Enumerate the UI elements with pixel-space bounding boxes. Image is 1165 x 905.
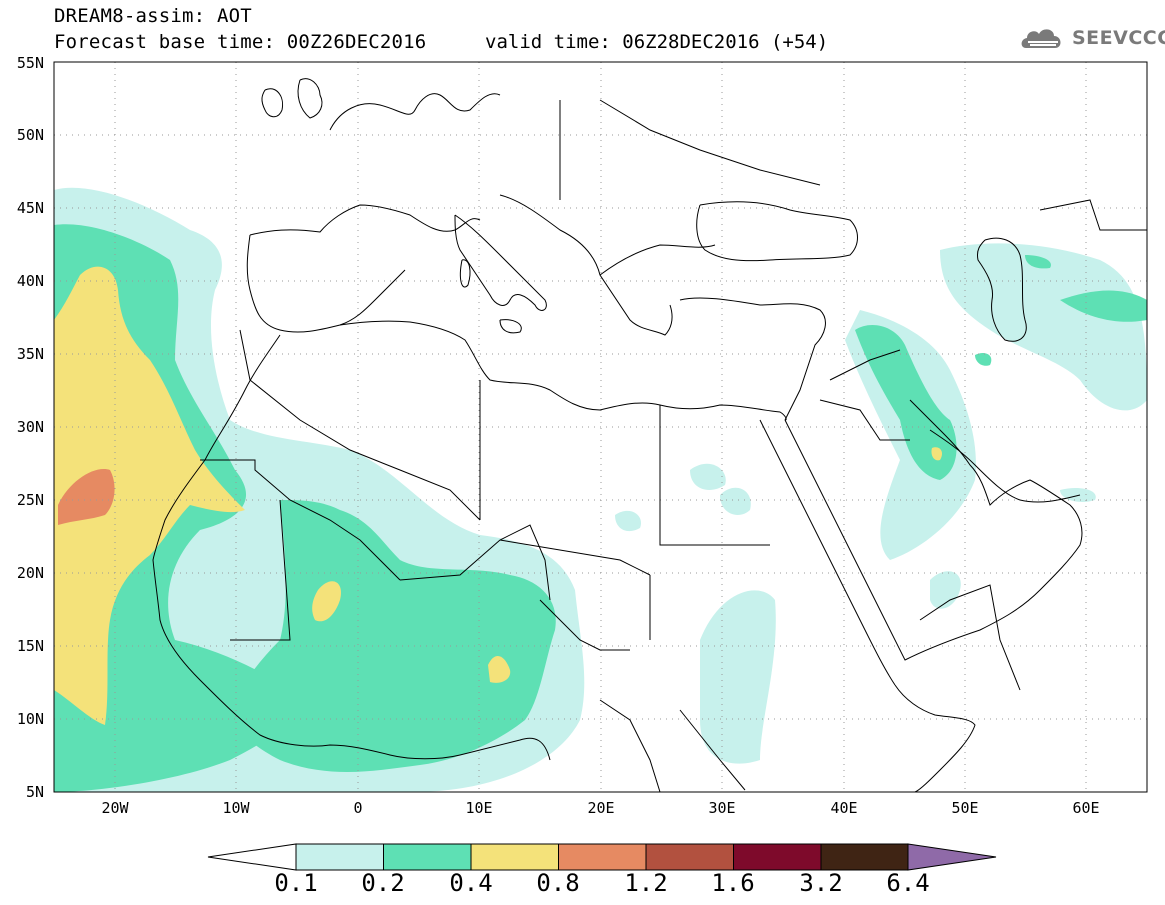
lat-label-50n: 50N — [16, 126, 44, 144]
coastlines-and-borders — [152, 78, 1147, 792]
colorbar-label: 6.4 — [886, 869, 930, 897]
colorbar-label: 0.2 — [361, 869, 405, 897]
cloud-icon — [1021, 29, 1061, 48]
lat-label-55n: 55N — [16, 54, 44, 72]
logo-text: SEEVCCC — [1072, 27, 1165, 49]
colorbar-box-2 — [383, 843, 472, 871]
lat-label-35n: 35N — [16, 345, 44, 363]
valid-time: valid time: 06Z28DEC2016 (+54) — [485, 31, 829, 53]
aot-band-0-8 — [58, 469, 115, 525]
colorbar-label: 0.1 — [274, 869, 318, 897]
forecast-base-time: Forecast base time: 00Z26DEC2016 — [54, 31, 427, 53]
lon-label-50e: 50E — [951, 799, 979, 817]
lon-label-10e: 10E — [465, 799, 493, 817]
colorbar-label: 1.2 — [624, 869, 668, 897]
lon-label-20w: 20W — [101, 799, 129, 817]
lat-label-20n: 20N — [16, 564, 44, 582]
colorbar-box-3 — [470, 843, 559, 871]
colorbar-box-7 — [820, 843, 909, 871]
colorbar — [207, 843, 997, 871]
lat-label-40n: 40N — [16, 272, 44, 290]
colorbar-over-arrow — [907, 843, 997, 871]
colorbar-box-4 — [558, 843, 647, 871]
lat-label-30n: 30N — [16, 418, 44, 436]
colorbar-label: 1.6 — [711, 869, 755, 897]
aot-shading — [54, 187, 1147, 792]
aot-band-0-4 — [54, 266, 943, 725]
lat-label-15n: 15N — [16, 637, 44, 655]
colorbar-under-arrow — [207, 843, 297, 871]
graticule — [54, 62, 1147, 792]
colorbar-label: 0.8 — [536, 869, 580, 897]
lat-label-45n: 45N — [16, 199, 44, 217]
lon-label-30e: 30E — [708, 799, 736, 817]
lon-label-0: 0 — [353, 799, 363, 817]
map-frame — [53, 61, 1148, 793]
colorbar-box-5 — [645, 843, 734, 871]
lat-label-10n: 10N — [16, 710, 44, 728]
lon-label-20e: 20E — [587, 799, 615, 817]
lon-label-60e: 60E — [1072, 799, 1100, 817]
lat-label-5n: 5N — [25, 783, 44, 801]
colorbar-box-1 — [295, 843, 384, 871]
lat-label-25n: 25N — [16, 491, 44, 509]
lon-label-10w: 10W — [222, 799, 250, 817]
colorbar-label: 0.4 — [449, 869, 493, 897]
colorbar-label: 3.2 — [799, 869, 843, 897]
colorbar-box-6 — [733, 843, 822, 871]
map-title: DREAM8-assim: AOT — [54, 5, 252, 27]
lon-label-40e: 40E — [830, 799, 858, 817]
seevccc-logo: SEEVCCC — [1018, 22, 1165, 54]
